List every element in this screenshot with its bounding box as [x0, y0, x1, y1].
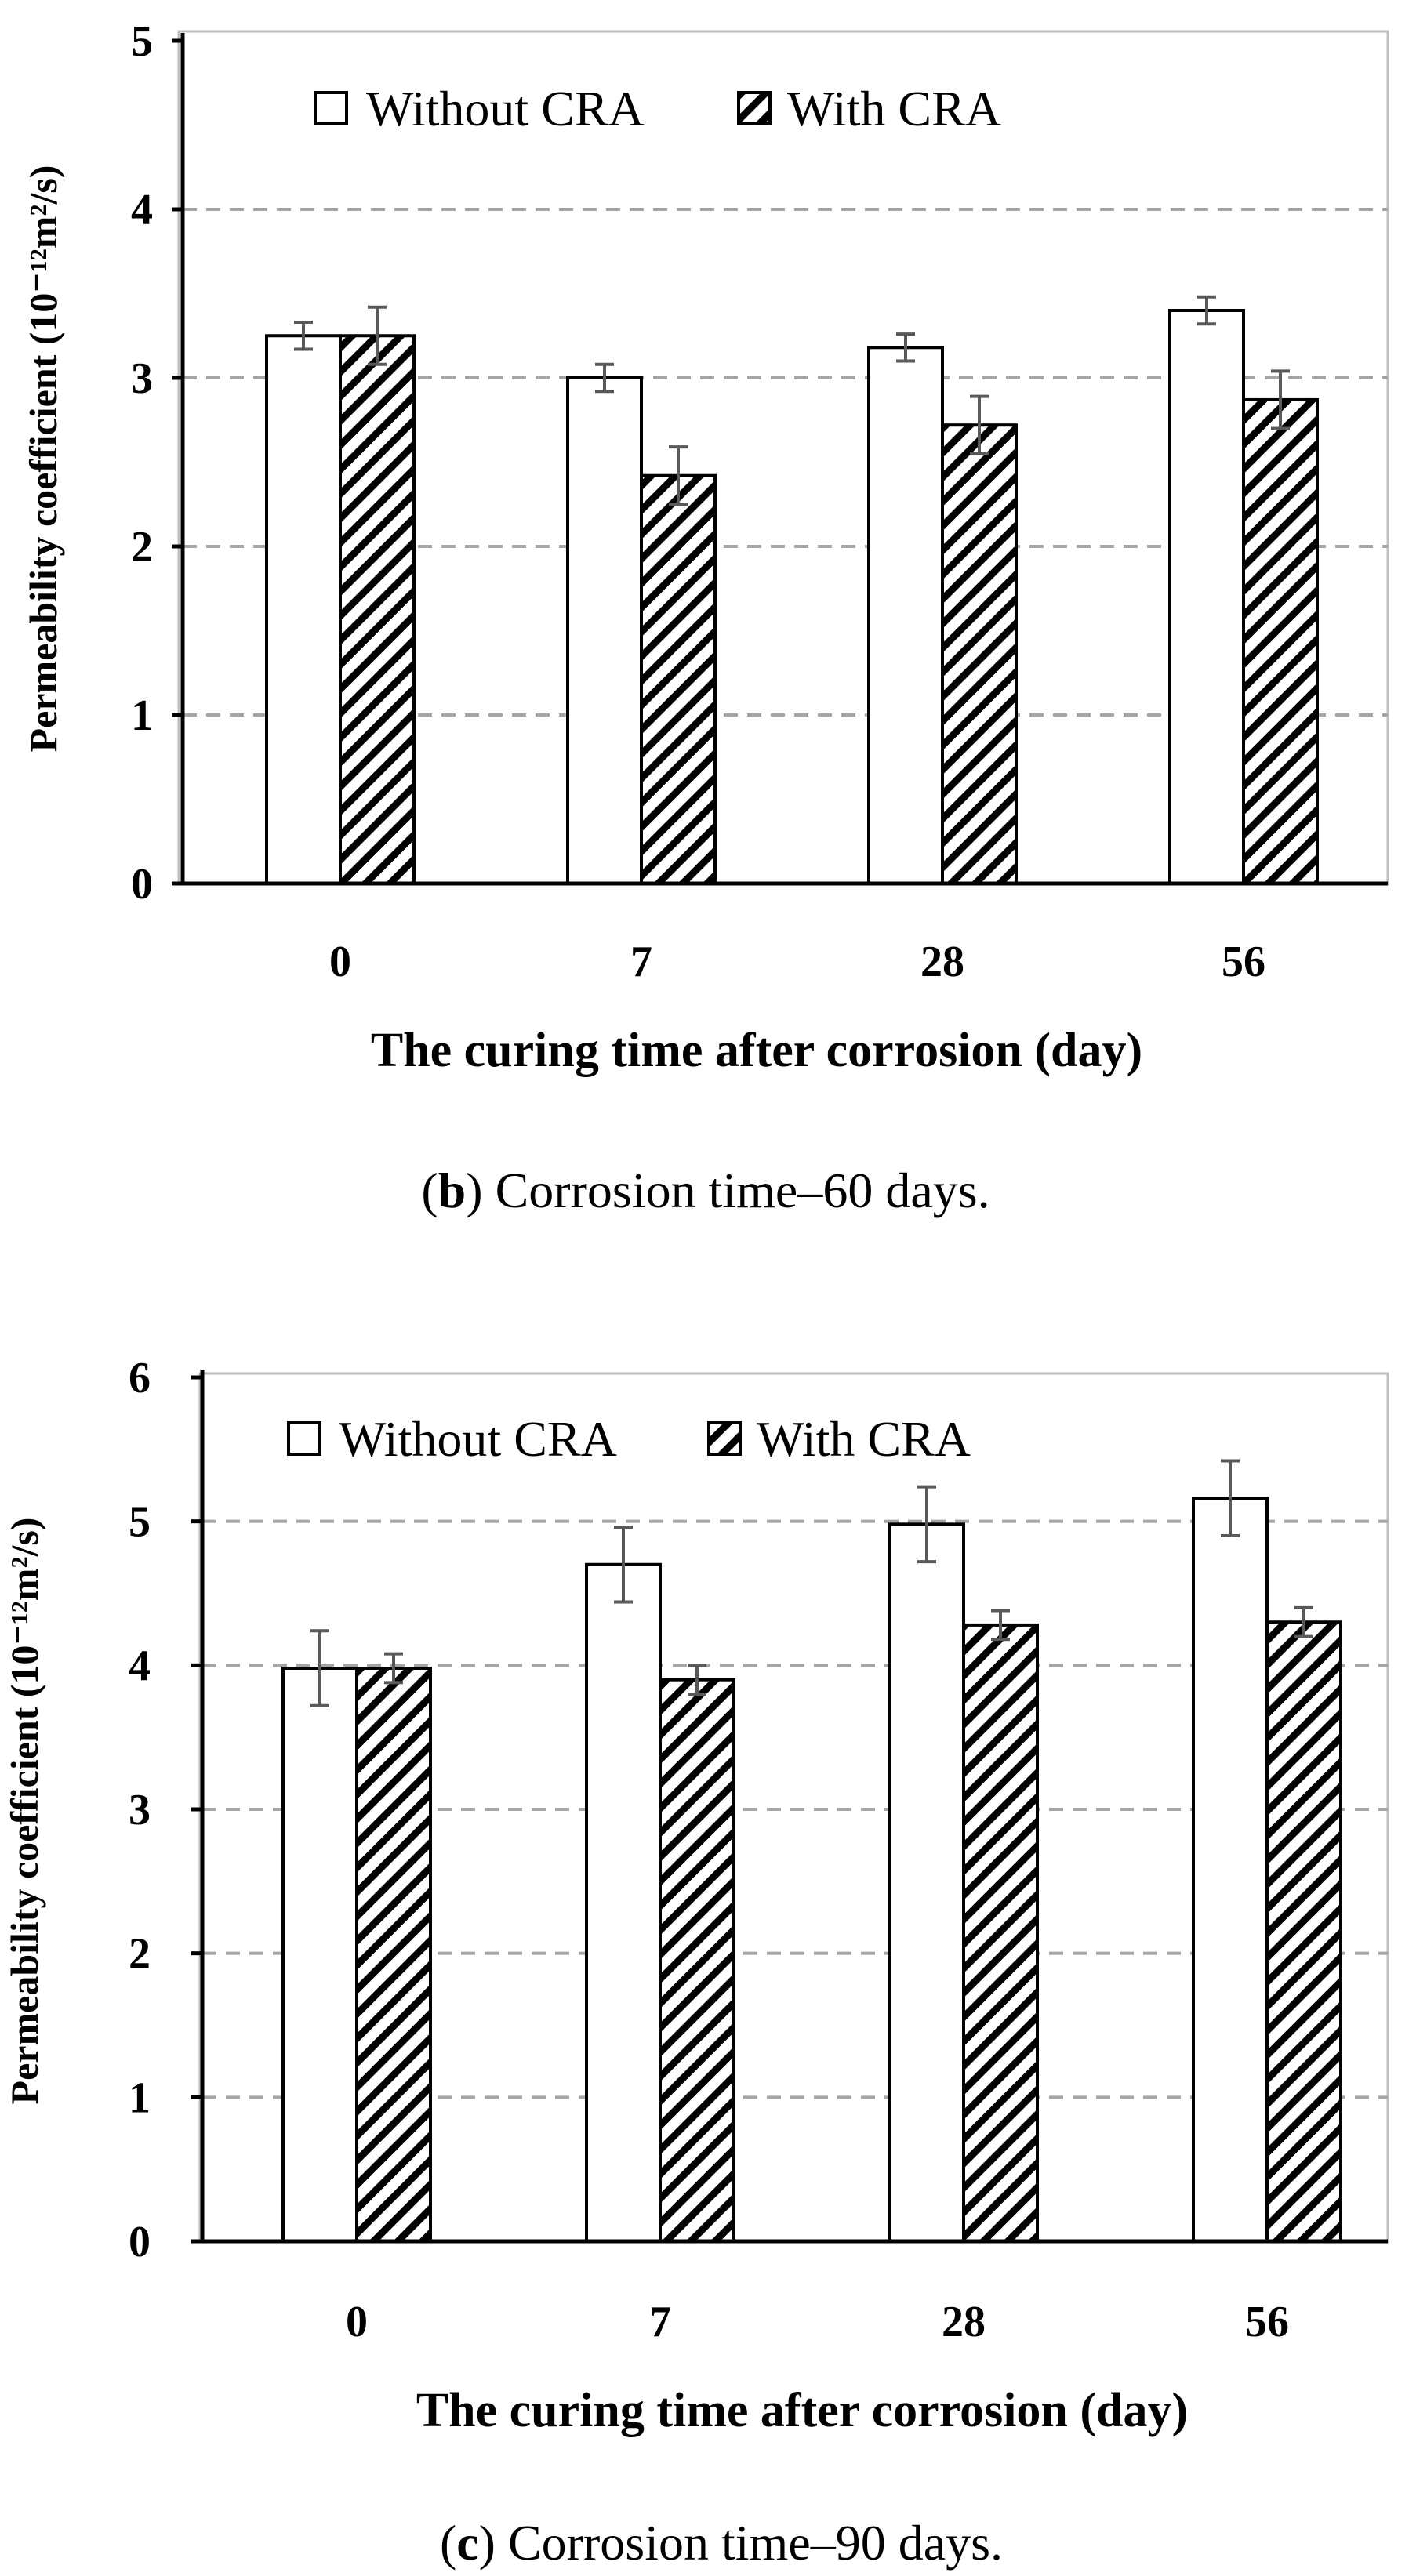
- chart-b: 0 1 2 3 4 5 0 7 28 56 The curing time after corros…: [21, 17, 1389, 1218]
- error-bar: [1197, 295, 1216, 326]
- bar-without-cra: [265, 334, 342, 885]
- bar-without-cra: [888, 1522, 965, 2243]
- bar-with-cra: [659, 1678, 735, 2243]
- bar-with-cra: [1265, 1620, 1342, 2244]
- y-tick-label: 1: [131, 691, 153, 740]
- x-tick-label: 7: [649, 2298, 671, 2346]
- legend-swatch-with-cra: [737, 91, 772, 125]
- bar-with-cra: [1242, 397, 1319, 885]
- caption-letter: b: [438, 1163, 467, 1218]
- legend: Without CRA With CRA: [314, 81, 1001, 136]
- legend-label-with-cra: With CRA: [757, 1411, 971, 1467]
- y-tick-label: 5: [131, 17, 153, 66]
- figure-caption: (b) Corrosion time–60 days.: [421, 1163, 989, 1218]
- bar-without-cra: [1168, 309, 1245, 885]
- y-tick-label: 2: [131, 523, 153, 571]
- figure-caption: (c) Corrosion time–90 days.: [440, 2515, 1003, 2571]
- bar-without-cra: [281, 1667, 358, 2243]
- error-bar: [368, 305, 387, 366]
- y-tick-label: 4: [129, 1642, 151, 1690]
- error-bar: [1294, 1605, 1313, 1638]
- error-bar: [917, 1485, 936, 1564]
- legend: Without CRA With CRA: [287, 1411, 971, 1467]
- x-axis-label: The curing time after corrosion (day): [416, 2384, 1188, 2437]
- y-tick-label: 6: [129, 1354, 151, 1402]
- y-tick-label: 5: [129, 1498, 151, 1547]
- bar-with-cra: [339, 334, 416, 885]
- caption-open: (: [421, 1163, 438, 1218]
- y-tick-label: 2: [129, 1930, 151, 1979]
- x-tick-label: 56: [1222, 938, 1265, 986]
- bar-with-cra: [941, 423, 1018, 885]
- x-tick-label: 28: [920, 938, 964, 986]
- y-axis-label: Permeability coefficient (10⁻¹²m²/s): [21, 165, 65, 753]
- bar-without-cra: [1192, 1497, 1269, 2243]
- error-bar: [896, 332, 915, 363]
- caption-open: (: [440, 2515, 456, 2571]
- error-bar: [384, 1652, 403, 1685]
- caption-letter: c: [456, 2515, 478, 2571]
- legend-label-without-cra: Without CRA: [366, 81, 645, 136]
- x-axis-label: The curing time after corrosion (day): [371, 1024, 1142, 1077]
- error-bar: [614, 1526, 633, 1604]
- legend-swatch-without-cra: [314, 91, 348, 125]
- error-bar: [991, 1609, 1010, 1642]
- y-tick-label: 3: [131, 354, 153, 403]
- error-bar: [669, 445, 688, 506]
- caption-text: ) Corrosion time–90 days.: [479, 2515, 1003, 2571]
- error-bar: [294, 321, 313, 351]
- x-tick-label: 56: [1245, 2298, 1289, 2346]
- x-tick-label: 0: [346, 2298, 368, 2346]
- x-tick-label: 0: [329, 938, 351, 986]
- bar-without-cra: [867, 346, 944, 885]
- legend-label-without-cra: Without CRA: [339, 1411, 617, 1467]
- y-tick-label: 4: [131, 186, 153, 234]
- y-tick-label: 1: [129, 2073, 151, 2122]
- caption-text: ) Corrosion time–60 days.: [466, 1163, 989, 1218]
- x-tick-label: 7: [630, 938, 652, 986]
- bar-without-cra: [566, 376, 643, 885]
- x-tick-label: 28: [942, 2298, 986, 2346]
- error-bar: [310, 1629, 329, 1707]
- bar-with-cra: [962, 1623, 1039, 2244]
- bar-without-cra: [585, 1562, 662, 2244]
- error-bar: [595, 362, 614, 394]
- error-bar: [1221, 1459, 1240, 1538]
- y-tick-label: 3: [129, 1786, 151, 1834]
- legend-swatch-with-cra: [707, 1421, 742, 1456]
- bar-with-cra: [355, 1667, 432, 2243]
- legend-swatch-without-cra: [287, 1421, 321, 1456]
- error-bar: [1271, 369, 1290, 430]
- bar-with-cra: [640, 473, 717, 885]
- y-tick-label: 0: [129, 2218, 151, 2266]
- legend-label-with-cra: With CRA: [787, 81, 1001, 136]
- y-tick-label: 0: [131, 860, 153, 909]
- error-bar: [970, 394, 989, 455]
- error-bar: [688, 1664, 706, 1696]
- y-axis-label: Permeability coefficient (10⁻¹²m²/s): [2, 1518, 46, 2105]
